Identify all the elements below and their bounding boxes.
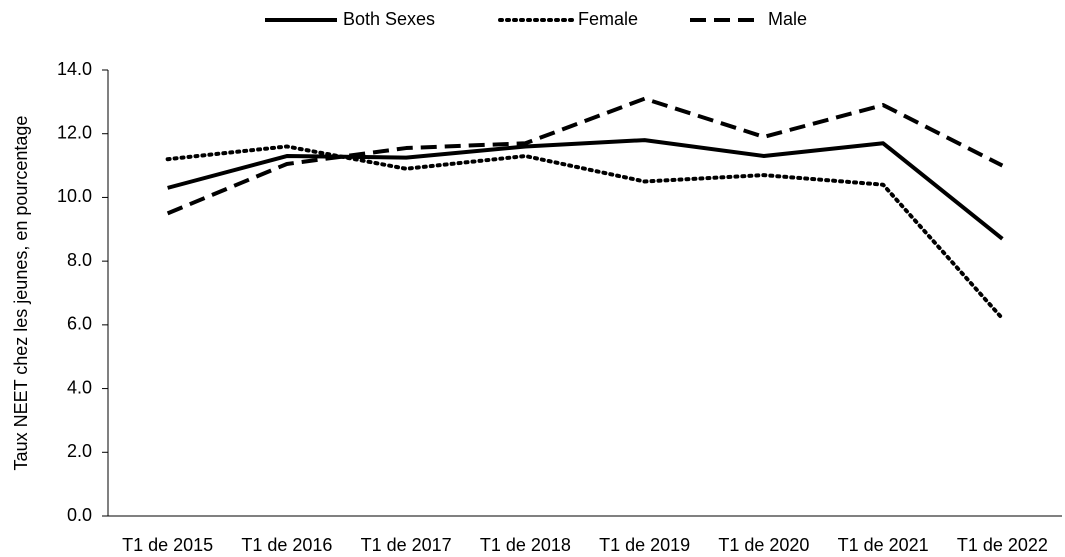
- series-line: [166, 96, 1004, 216]
- x-tick-label: T1 de 2021: [838, 535, 929, 555]
- legend-label: Female: [578, 9, 638, 29]
- y-tick-label: 0.0: [67, 505, 92, 525]
- y-tick-label: 14.0: [57, 59, 92, 79]
- y-tick-label: 4.0: [67, 377, 92, 397]
- x-tick-label: T1 de 2020: [718, 535, 809, 555]
- x-tick-label: T1 de 2016: [241, 535, 332, 555]
- legend-label: Both Sexes: [343, 9, 435, 29]
- legend-label: Male: [768, 9, 807, 29]
- y-tick-label: 12.0: [57, 122, 92, 142]
- y-axis-label: Taux NEET chez les jeunes, en pourcentag…: [11, 116, 31, 471]
- y-tick-label: 6.0: [67, 314, 92, 334]
- x-tick-label: T1 de 2017: [361, 535, 452, 555]
- series-line: [165, 144, 1005, 321]
- series-line: [167, 138, 1004, 241]
- y-tick-label: 2.0: [67, 441, 92, 461]
- x-tick-label: T1 de 2015: [122, 535, 213, 555]
- x-tick-label: T1 de 2019: [599, 535, 690, 555]
- y-tick-label: 10.0: [57, 186, 92, 206]
- y-tick-label: 8.0: [67, 250, 92, 270]
- x-tick-label: T1 de 2022: [957, 535, 1048, 555]
- x-tick-label: T1 de 2018: [480, 535, 571, 555]
